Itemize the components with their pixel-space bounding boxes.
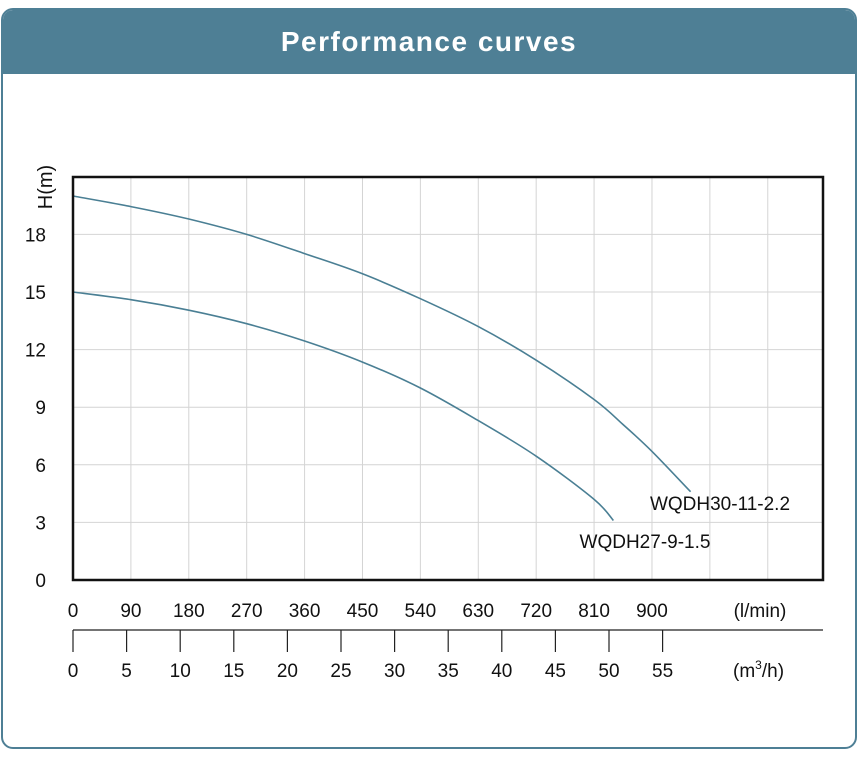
x-tick-label-lpm: 810 bbox=[578, 601, 610, 622]
x-tick-label-m3h: 15 bbox=[223, 661, 244, 682]
card-title: Performance curves bbox=[280, 26, 578, 57]
curve-wqdh30-11-2.2 bbox=[72, 195, 692, 493]
x-tick-label-m3h: 40 bbox=[491, 661, 512, 682]
y-tick-label: 18 bbox=[25, 225, 46, 246]
x-tick-label-m3h: 10 bbox=[170, 661, 191, 682]
curve-wqdh27-9-1.5 bbox=[72, 291, 615, 522]
grid bbox=[73, 177, 823, 580]
performance-card: Performance curves bbox=[1, 8, 857, 749]
x-tick-label-m3h: 0 bbox=[68, 661, 79, 682]
y-tick-label: 6 bbox=[35, 456, 46, 477]
x-tick-label-lpm: 270 bbox=[231, 601, 263, 622]
x-tick-label-lpm: 540 bbox=[405, 601, 437, 622]
card-header: Performance curves bbox=[3, 10, 855, 74]
y-tick-label: 0 bbox=[35, 571, 46, 592]
curves bbox=[72, 195, 692, 522]
x-tick-label-m3h: 55 bbox=[652, 661, 673, 682]
x-tick-label-m3h: 30 bbox=[384, 661, 405, 682]
x-tick-label-lpm: 180 bbox=[173, 601, 205, 622]
x-tick-label-lpm: 450 bbox=[347, 601, 379, 622]
x-tick-label-lpm: 0 bbox=[68, 601, 79, 622]
y-tick-label: 9 bbox=[35, 398, 46, 419]
x-tick-label-m3h: 5 bbox=[121, 661, 132, 682]
x-tick-label-m3h: 20 bbox=[277, 661, 298, 682]
x-tick-label-m3h: 45 bbox=[545, 661, 566, 682]
series-label-wqdh27-9-1.5: WQDH27-9-1.5 bbox=[580, 532, 711, 553]
x-tick-label-lpm: 90 bbox=[120, 601, 141, 622]
y-tick-label: 12 bbox=[25, 341, 46, 362]
x-tick-label-lpm: 720 bbox=[520, 601, 552, 622]
x-tick-label-lpm: 630 bbox=[462, 601, 494, 622]
x-tick-label-m3h: 50 bbox=[598, 661, 619, 682]
y-axis-label: H(m) bbox=[35, 165, 57, 209]
x-unit-m3h: (m3/h) bbox=[733, 658, 784, 682]
x-tick-label-lpm: 900 bbox=[636, 601, 668, 622]
y-tick-label: 15 bbox=[25, 283, 46, 304]
x-tick-label-m3h: 35 bbox=[438, 661, 459, 682]
plot-frame bbox=[71, 175, 825, 582]
x-tick-label-lpm: 360 bbox=[289, 601, 321, 622]
y-tick-label: 3 bbox=[35, 513, 46, 534]
x-unit-lpm: (l/min) bbox=[734, 601, 787, 622]
series-label-wqdh30-11-2.2: WQDH30-11-2.2 bbox=[650, 494, 790, 515]
x-tick-label-m3h: 25 bbox=[330, 661, 351, 682]
